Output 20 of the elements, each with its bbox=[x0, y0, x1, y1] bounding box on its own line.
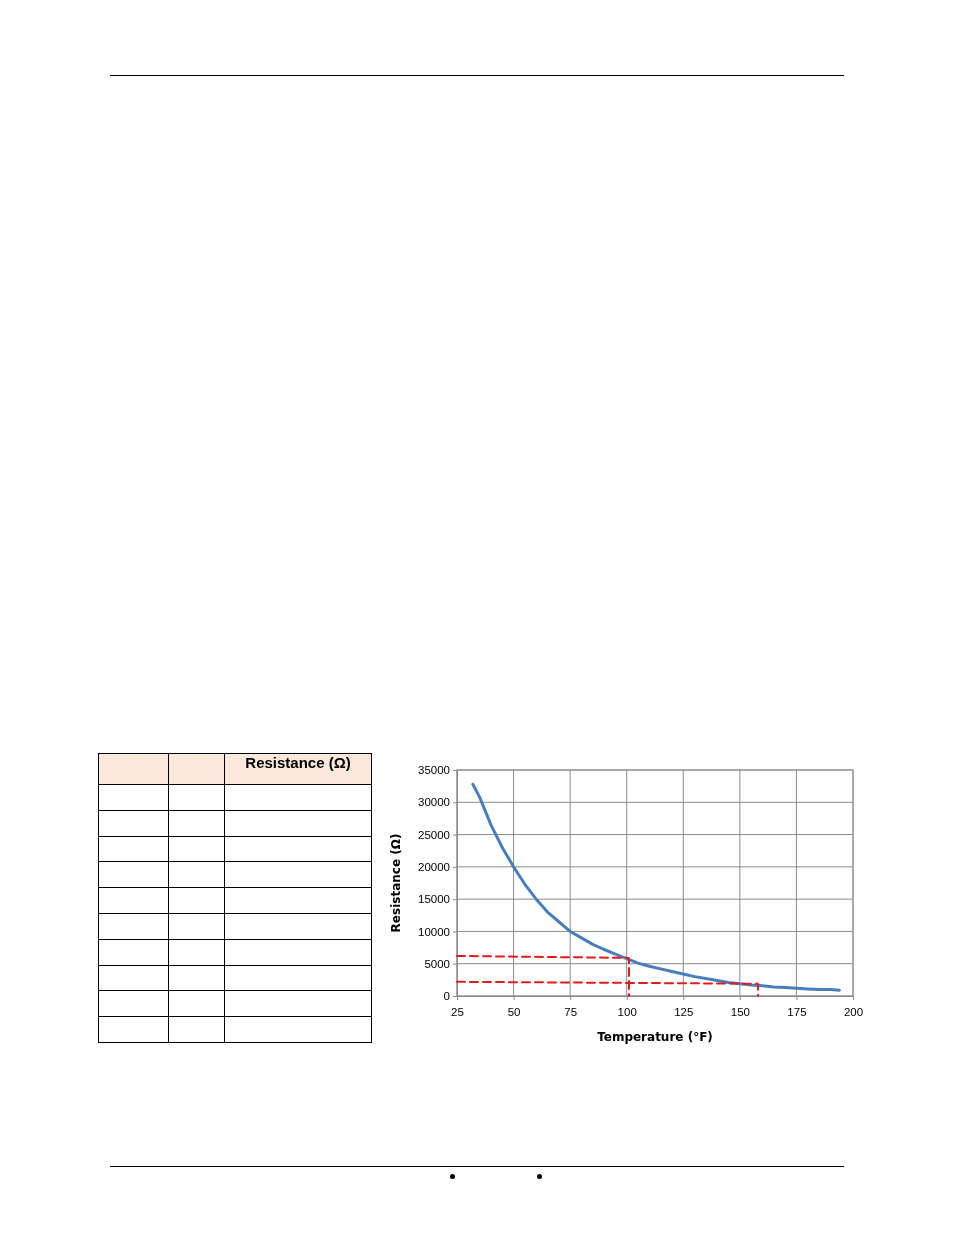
y-tick-label: 0 bbox=[443, 990, 450, 1003]
y-tick-label: 20000 bbox=[418, 861, 450, 874]
x-tick-label: 125 bbox=[674, 1005, 694, 1018]
y-tick-label: 15000 bbox=[418, 893, 450, 906]
y-axis-title: Resistance (Ω) bbox=[389, 833, 403, 933]
line-series bbox=[471, 782, 841, 992]
y-tick-label: 10000 bbox=[418, 925, 450, 938]
y-tick-label: 25000 bbox=[418, 828, 450, 841]
x-tick-label: 50 bbox=[507, 1005, 521, 1018]
x-tick-label: 100 bbox=[617, 1005, 637, 1018]
x-axis-title: Temperature (°F) bbox=[597, 1030, 713, 1044]
x-tick-label: 25 bbox=[451, 1005, 464, 1018]
x-tick-label: 200 bbox=[843, 1005, 864, 1018]
x-tick-label: 175 bbox=[787, 1005, 807, 1018]
x-tick-label: 75 bbox=[564, 1005, 578, 1018]
y-tick-label: 30000 bbox=[418, 796, 450, 809]
empty-table: Resistance (Ω) bbox=[98, 753, 372, 1043]
y-tick-label: 35000 bbox=[418, 764, 450, 777]
y-tick-label: 5000 bbox=[424, 957, 450, 970]
x-tick-label: 150 bbox=[730, 1005, 750, 1018]
